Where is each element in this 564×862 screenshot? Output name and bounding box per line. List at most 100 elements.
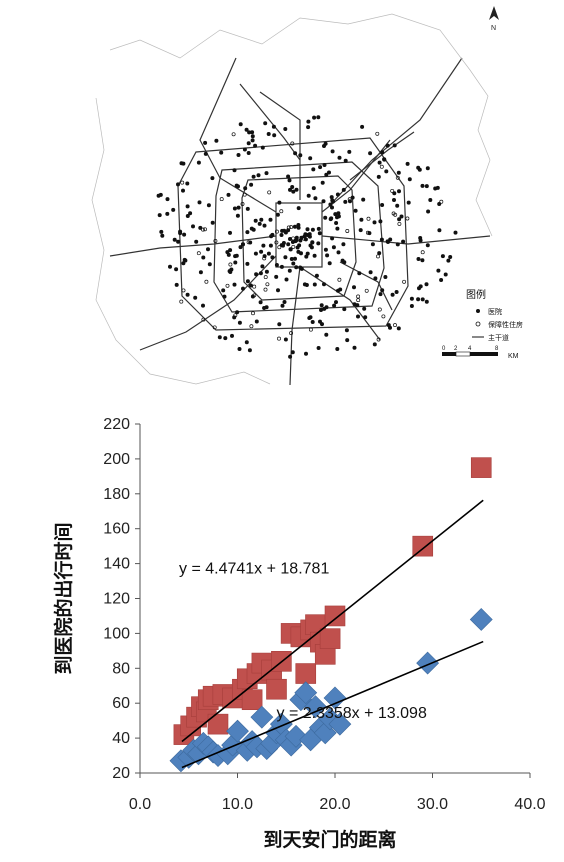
- hospital-dot: [210, 220, 215, 225]
- housing-dot: [337, 277, 342, 282]
- hospital-dot: [341, 242, 346, 247]
- hospital-dot: [260, 264, 265, 269]
- hospital-dot: [282, 228, 287, 233]
- hospital-dot: [378, 292, 383, 297]
- hospital-dot: [288, 237, 292, 241]
- hospital-dot: [291, 189, 296, 194]
- hospital-dot: [357, 271, 362, 276]
- hospital-dot: [312, 253, 317, 258]
- hospital-dot: [424, 299, 429, 304]
- hospital-dot: [336, 211, 341, 216]
- hospital-dot: [247, 130, 252, 135]
- hospital-dot: [249, 182, 254, 187]
- y-tick-label: 140: [103, 556, 130, 573]
- hospital-dot: [385, 143, 390, 148]
- hospital-dot: [264, 171, 269, 176]
- hospital-dot: [193, 295, 198, 300]
- hospital-dot: [335, 226, 340, 231]
- hospital-dot: [256, 173, 261, 178]
- hospital-dot: [253, 143, 258, 148]
- data-point-diamond: [226, 719, 249, 743]
- housing-dot: [366, 216, 371, 221]
- hospital-dot: [245, 206, 250, 211]
- hospital-dot: [245, 261, 250, 266]
- hospital-dot: [394, 290, 399, 294]
- hospital-dot: [156, 193, 161, 198]
- hospital-dot: [262, 306, 267, 310]
- hospital-dot: [323, 247, 328, 252]
- hospital-dot: [292, 224, 297, 229]
- hospital-dot: [159, 229, 164, 234]
- hospital-dot: [283, 255, 288, 260]
- hospital-dot: [276, 288, 280, 293]
- hospital-dot: [377, 251, 382, 256]
- y-axis-label: 到医院的出行时间: [52, 522, 75, 674]
- legend-item-housing: 保障性住房: [488, 320, 523, 329]
- housing-dot: [252, 284, 257, 289]
- hospital-dot: [341, 187, 346, 192]
- hospital-dot: [304, 254, 309, 259]
- housing-dot: [291, 236, 296, 241]
- housing-dot: [290, 141, 295, 146]
- hospital-dot: [294, 265, 299, 270]
- hospital-dot: [305, 227, 310, 232]
- hospital-dot: [406, 200, 411, 205]
- hospital-dot: [249, 226, 254, 231]
- hospital-dot: [322, 306, 327, 311]
- hospital-dot: [176, 239, 181, 244]
- north-arrow-icon: N: [489, 6, 499, 32]
- hospital-dot: [334, 221, 339, 225]
- housing-dot: [405, 216, 410, 221]
- hospital-dot: [181, 188, 185, 193]
- hospital-dot: [312, 115, 317, 120]
- hospital-dot: [309, 245, 314, 250]
- hospital-dot: [418, 284, 423, 289]
- hospital-dot: [390, 292, 395, 297]
- hospital-dot: [320, 180, 325, 185]
- hospital-dot: [314, 273, 319, 278]
- hospital-dot: [344, 328, 349, 333]
- housing-dot: [204, 279, 209, 284]
- hospital-dot: [328, 202, 333, 207]
- housing-dot: [289, 331, 294, 336]
- hospital-dot: [280, 303, 285, 308]
- hospital-dot: [288, 247, 293, 252]
- x-axis-label: 到天安门的距离: [263, 828, 396, 851]
- hospital-dot: [266, 251, 271, 256]
- hospital-dot: [453, 230, 458, 235]
- hospital-dot: [234, 253, 239, 258]
- data-point-square: [266, 678, 287, 700]
- hospital-dot: [235, 310, 240, 315]
- hospital-dot: [332, 303, 337, 308]
- x-tick-label: 0.0: [129, 796, 151, 813]
- housing-dot: [249, 324, 254, 329]
- hospital-dot: [435, 185, 440, 190]
- hospital-dot: [245, 279, 250, 284]
- hospital-dot: [228, 230, 232, 235]
- hospital-dot: [258, 271, 263, 276]
- housing-dot: [347, 197, 352, 202]
- scale-tick-2: 2: [454, 346, 458, 352]
- hospital-dot: [253, 251, 258, 256]
- hospital-dot: [157, 213, 162, 218]
- hospital-dot: [263, 121, 268, 126]
- hospital-dot: [185, 181, 190, 186]
- hospital-dot: [353, 208, 358, 213]
- hospital-dot: [385, 239, 390, 244]
- housing-dot: [277, 245, 282, 250]
- hospital-dot: [259, 249, 264, 254]
- data-point-diamond: [323, 686, 347, 710]
- hospital-dot: [286, 174, 291, 179]
- hospital-dot: [370, 242, 375, 247]
- hospital-dot: [176, 182, 180, 187]
- y-tick-label: 100: [103, 625, 130, 642]
- radial-road-southeast: [339, 261, 393, 311]
- hospital-dot: [319, 308, 323, 312]
- housing-dot: [225, 283, 230, 288]
- hospital-dot: [174, 282, 179, 287]
- scale-unit: KM: [508, 353, 519, 360]
- hospital-dot: [443, 272, 448, 277]
- hospital-dot: [352, 285, 356, 290]
- hospital-dot: [327, 170, 331, 175]
- hospital-dot: [229, 267, 234, 272]
